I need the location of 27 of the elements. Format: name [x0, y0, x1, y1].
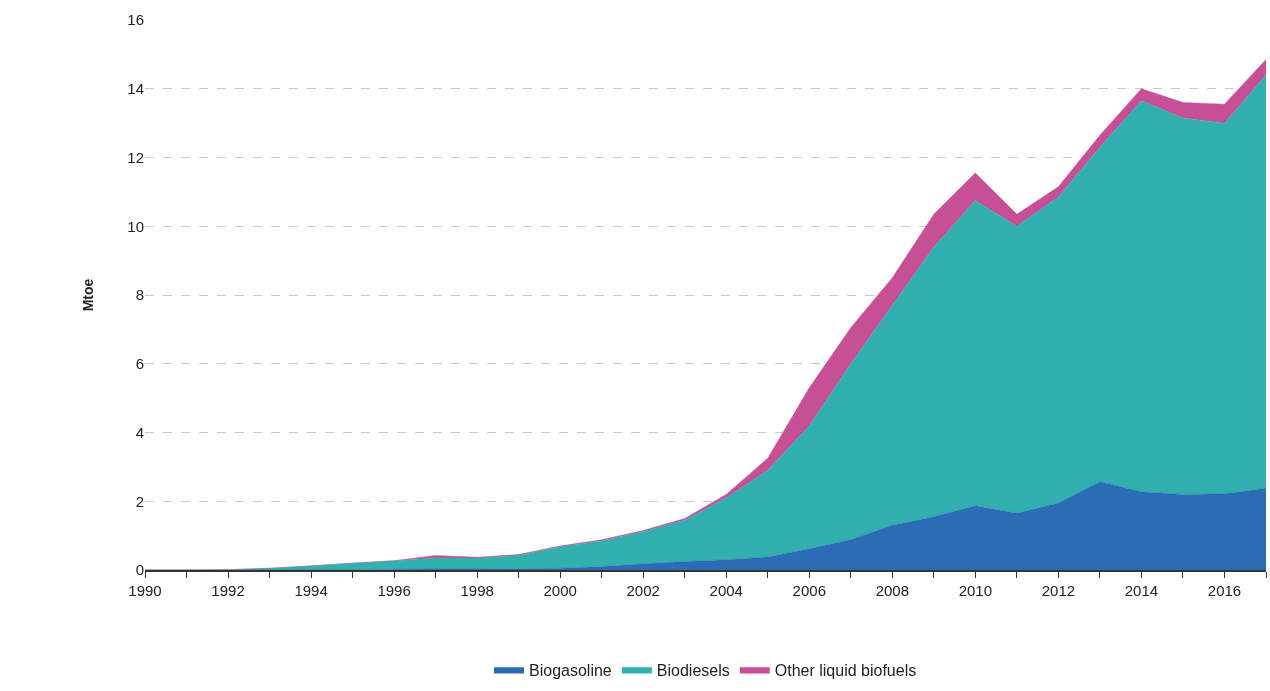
x-tick-label: 1998: [460, 581, 494, 599]
y-tick-label: 4: [135, 423, 144, 441]
y-tick-label: 12: [127, 148, 144, 166]
y-tick-label: 8: [135, 286, 144, 304]
x-tick-label: 2012: [1041, 581, 1076, 599]
x-tick-label: 2008: [875, 581, 910, 599]
legend-label: Biogasoline: [529, 661, 612, 679]
x-tick-label: 1992: [211, 581, 245, 599]
y-tick-label: 14: [127, 80, 144, 97]
y-tick-label: 6: [135, 355, 144, 372]
y-tick-label: 0: [135, 561, 144, 579]
x-tick-label: 2010: [958, 581, 993, 599]
y-tick-label: 2: [135, 492, 144, 510]
y-tick-label: 16: [127, 11, 144, 29]
legend-label: Biodiesels: [656, 661, 730, 679]
x-tick-label: 2014: [1124, 581, 1159, 599]
x-tick-label: 1996: [377, 581, 411, 599]
y-axis-title: Mtoe: [79, 278, 96, 312]
x-tick-label: 1994: [294, 581, 328, 599]
x-tick-label: 2016: [1207, 581, 1242, 599]
x-tick-label: 2002: [626, 581, 660, 599]
x-tick-label: 2006: [792, 581, 826, 599]
y-tick-label: 10: [127, 217, 144, 235]
x-tick-label: 2004: [709, 581, 743, 599]
x-tick-label: 2000: [543, 581, 577, 599]
legend-label: Other liquid biofuels: [774, 661, 917, 679]
x-tick-label: 1990: [128, 581, 162, 599]
